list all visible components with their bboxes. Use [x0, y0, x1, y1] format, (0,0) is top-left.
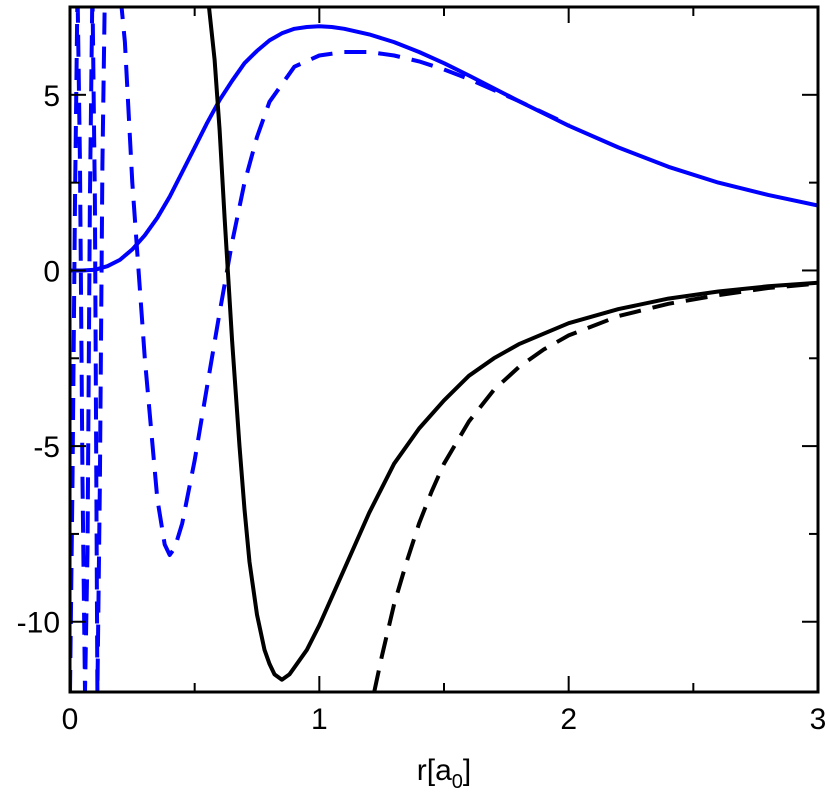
- y-tick-label: -5: [33, 431, 60, 464]
- x-axis-label: r[a0]: [417, 754, 471, 793]
- plot-frame: [68, 5, 820, 694]
- y-tick-label: 5: [43, 80, 60, 113]
- x-tick-label: 2: [560, 703, 577, 736]
- x-tick-label: 0: [62, 703, 79, 736]
- x-tick-label: 3: [810, 703, 827, 736]
- series-line-1: [70, 24, 818, 273]
- x-tick-label: 1: [311, 703, 328, 736]
- tick-labels: 0 1 2 3 -10 -5 0 5: [17, 80, 827, 736]
- series-line-4: [372, 281, 818, 692]
- ticks-layer: [69, 6, 819, 692]
- y-tick-label: -10: [17, 607, 60, 640]
- y-tick-label: 0: [43, 255, 60, 288]
- series-layer: [70, 7, 818, 692]
- series-line-2: [70, 7, 570, 692]
- series-line-3: [206, 7, 818, 682]
